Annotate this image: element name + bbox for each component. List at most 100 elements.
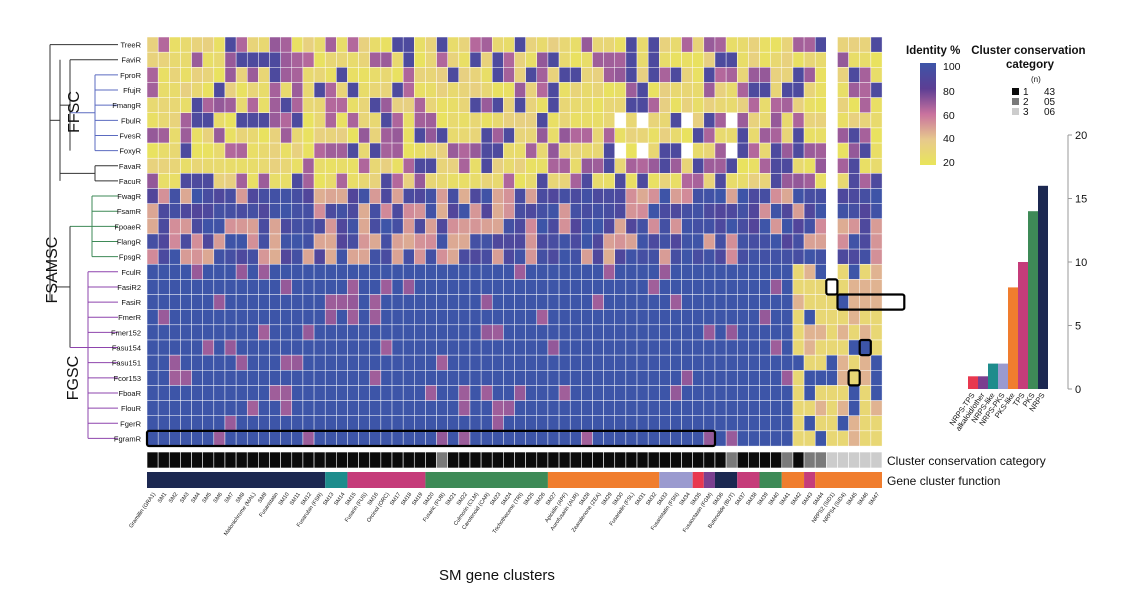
heatmap-cell bbox=[302, 173, 315, 189]
heatmap-cell bbox=[302, 385, 315, 401]
heatmap-cell bbox=[302, 203, 315, 220]
heatmap-cell bbox=[369, 173, 382, 189]
heatmap-cell bbox=[336, 51, 348, 68]
heatmap-cell bbox=[770, 248, 783, 265]
heatmap-cell bbox=[157, 157, 170, 174]
heatmap-cell bbox=[436, 294, 449, 311]
heatmap-cell bbox=[369, 339, 382, 356]
heatmap-cell bbox=[547, 324, 560, 341]
heatmap-cell bbox=[792, 218, 805, 235]
heatmap-cell bbox=[581, 370, 593, 386]
heatmap-cell bbox=[614, 188, 627, 204]
heatmap-cell bbox=[258, 248, 270, 265]
heatmap-cell bbox=[703, 203, 716, 220]
heatmap-cell bbox=[581, 233, 593, 250]
heatmap-cell bbox=[837, 203, 849, 220]
heatmap-cell bbox=[224, 188, 237, 204]
heatmap-cell bbox=[681, 309, 694, 326]
heatmap-cell bbox=[569, 51, 582, 68]
heatmap-cell bbox=[536, 415, 549, 432]
heatmap-cell bbox=[491, 324, 504, 341]
heatmap-cell bbox=[614, 127, 627, 144]
heatmap-cell bbox=[246, 263, 259, 280]
heatmap-cell bbox=[536, 324, 549, 341]
heatmap-cell bbox=[180, 400, 192, 417]
cluster-label: SM2 bbox=[168, 492, 179, 505]
heatmap-cell bbox=[324, 36, 337, 53]
heatmap-cell bbox=[224, 233, 237, 250]
heatmap-cell bbox=[391, 173, 404, 189]
heatmap-cell bbox=[603, 400, 616, 417]
heatmap-cell bbox=[603, 233, 616, 250]
heatmap-cell bbox=[581, 263, 593, 280]
heatmap-cell bbox=[670, 51, 682, 68]
conservation-cell bbox=[547, 451, 560, 469]
heatmap-cell bbox=[491, 248, 504, 265]
heatmap-cell bbox=[770, 400, 783, 417]
x-axis-title: SM gene clusters bbox=[439, 567, 555, 584]
heatmap-cell bbox=[291, 142, 304, 159]
heatmap-cell bbox=[469, 67, 482, 83]
heatmap-cell bbox=[647, 263, 660, 280]
heatmap-cell bbox=[558, 370, 571, 386]
heatmap-cell bbox=[235, 218, 248, 235]
heatmap-cell bbox=[146, 339, 159, 356]
heatmap-cell bbox=[736, 385, 749, 401]
heatmap-cell bbox=[503, 279, 515, 295]
heatmap-cell bbox=[280, 203, 293, 220]
heatmap-cell bbox=[447, 188, 460, 204]
heatmap-cell bbox=[458, 97, 471, 114]
heatmap-cell bbox=[725, 263, 738, 280]
heatmap-cell bbox=[859, 415, 872, 432]
heatmap-cell bbox=[647, 354, 660, 371]
heatmap-cell bbox=[191, 324, 204, 341]
heatmap-cell bbox=[614, 294, 627, 311]
heatmap-cell bbox=[191, 51, 204, 68]
heatmap-cell bbox=[670, 67, 682, 83]
heatmap-cell bbox=[391, 157, 404, 174]
heatmap-cell bbox=[625, 67, 638, 83]
heatmap-cell bbox=[603, 248, 616, 265]
heatmap-cell bbox=[625, 279, 638, 295]
heatmap-cell bbox=[703, 263, 716, 280]
heatmap-cell bbox=[859, 339, 872, 356]
heatmap-cell bbox=[213, 142, 226, 159]
heatmap-cell bbox=[870, 112, 883, 129]
heatmap-cell bbox=[291, 97, 304, 114]
conservation-cell bbox=[358, 451, 371, 469]
heatmap-cell bbox=[826, 51, 838, 68]
heatmap-cell bbox=[792, 354, 805, 371]
heatmap-cell bbox=[269, 97, 281, 114]
heatmap-cell bbox=[692, 173, 705, 189]
conservation-cell bbox=[191, 451, 203, 469]
heatmap-cell bbox=[458, 354, 471, 371]
heatmap-cell bbox=[402, 400, 415, 417]
heatmap-cell bbox=[759, 324, 771, 341]
heatmap-cell bbox=[759, 385, 771, 401]
heatmap-cell bbox=[202, 415, 215, 432]
heatmap-cell bbox=[336, 385, 348, 401]
heatmap-cell bbox=[781, 294, 794, 311]
heatmap-cell bbox=[436, 112, 449, 129]
heatmap-cell bbox=[380, 263, 393, 280]
heatmap-cell bbox=[659, 233, 671, 250]
heatmap-cell bbox=[180, 324, 192, 341]
heatmap-cell bbox=[636, 67, 649, 83]
heatmap-cell bbox=[647, 142, 660, 159]
heatmap-cell bbox=[748, 203, 760, 220]
heatmap-cell bbox=[480, 248, 493, 265]
heatmap-cell bbox=[614, 339, 627, 356]
heatmap-cell bbox=[603, 82, 616, 98]
heatmap-cell bbox=[213, 415, 226, 432]
heatmap-cell bbox=[213, 400, 226, 417]
heatmap-cell bbox=[180, 415, 192, 432]
heatmap-cell bbox=[748, 354, 760, 371]
conservation-cell bbox=[826, 451, 838, 469]
heatmap-cell bbox=[280, 188, 293, 204]
heatmap-cell bbox=[202, 233, 215, 250]
heatmap-cell bbox=[681, 112, 694, 129]
heatmap-cell bbox=[714, 324, 727, 341]
heatmap-cell bbox=[447, 203, 460, 220]
heatmap-cell bbox=[714, 354, 727, 371]
heatmap-cell bbox=[558, 173, 571, 189]
